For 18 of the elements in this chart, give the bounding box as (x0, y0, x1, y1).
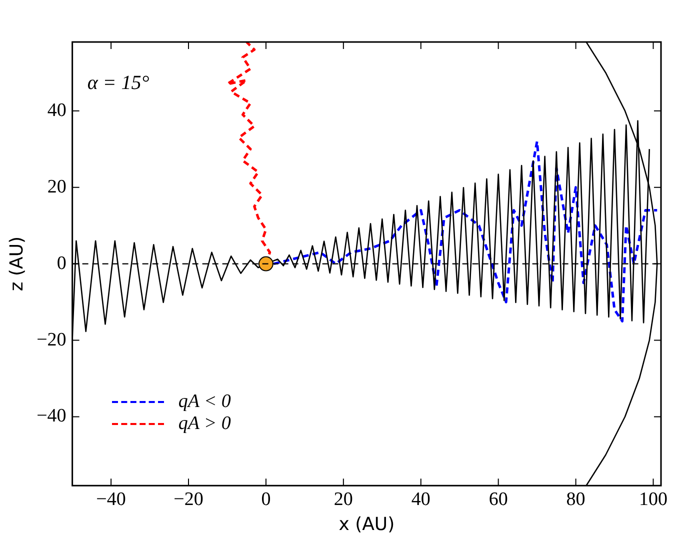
x-tick-label: −20 (174, 488, 204, 510)
y-tick-label: −20 (36, 329, 66, 350)
x-tick-label: 40 (411, 488, 430, 510)
x-tick-label: 0 (261, 488, 271, 510)
annotation: α = 15° (87, 72, 150, 95)
y-axis-title: z (AU) (6, 236, 28, 292)
x-axis-title: x (AU) (338, 514, 395, 535)
x-tick-label: 20 (334, 488, 353, 510)
x-tick-label: 80 (566, 488, 586, 510)
x-tick-label: 60 (488, 488, 508, 510)
y-tick-label: 0 (56, 252, 66, 274)
x-tick-label: −40 (96, 488, 126, 510)
legend-label: qA < 0 (178, 390, 231, 413)
x-tick-label: 100 (639, 488, 668, 510)
legend-label: qA > 0 (178, 412, 231, 435)
y-tick-label: 20 (47, 176, 66, 198)
y-tick-label: 40 (47, 100, 66, 121)
y-tick-label: −40 (36, 406, 66, 427)
